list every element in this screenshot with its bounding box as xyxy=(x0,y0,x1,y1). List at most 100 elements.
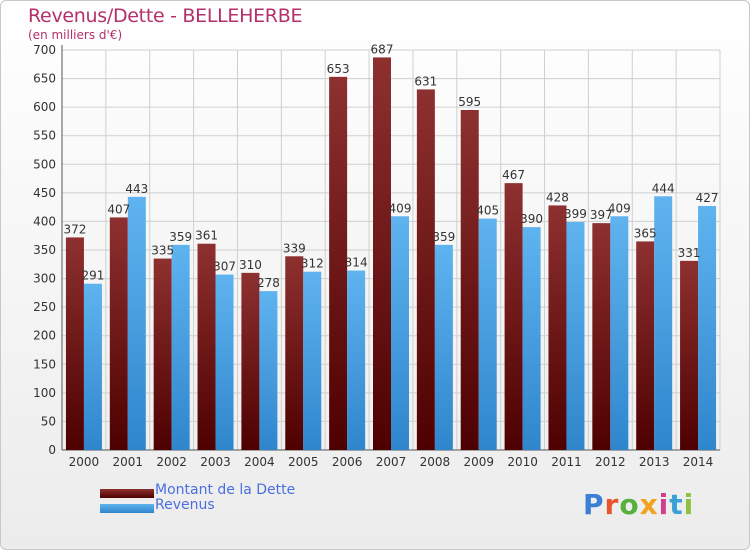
bar-debt xyxy=(329,76,348,450)
bar-revenue xyxy=(654,196,673,450)
data-label-revenue: 409 xyxy=(389,201,412,215)
bar-revenue xyxy=(127,196,146,450)
y-tick-label: 250 xyxy=(33,300,56,314)
bar-revenue xyxy=(478,218,497,450)
y-tick-label: 150 xyxy=(33,357,56,371)
bar-revenue xyxy=(83,283,102,450)
chart-title: Revenus/Dette - BELLEHERBE xyxy=(28,5,303,27)
y-tick-label: 400 xyxy=(33,214,56,228)
data-label-debt: 397 xyxy=(590,208,613,222)
y-tick-label: 650 xyxy=(33,72,56,86)
bar-debt xyxy=(636,241,655,450)
bar-revenue xyxy=(171,244,190,450)
logo-letter: o xyxy=(619,488,640,521)
data-label-revenue: 278 xyxy=(257,276,280,290)
x-tick-label: 2005 xyxy=(288,455,319,469)
bar-debt xyxy=(680,260,699,450)
x-tick-label: 2008 xyxy=(420,455,451,469)
bar-debt xyxy=(373,57,391,451)
x-tick-label: 2012 xyxy=(595,455,626,469)
data-label-debt: 365 xyxy=(634,226,657,240)
bar-revenue xyxy=(215,274,234,450)
data-label-revenue: 427 xyxy=(696,191,719,205)
data-label-debt: 631 xyxy=(414,74,437,88)
legend-swatch-revenue xyxy=(100,504,154,513)
data-label-revenue: 409 xyxy=(608,201,631,215)
data-label-debt: 339 xyxy=(283,241,306,255)
bar-revenue xyxy=(698,206,717,450)
x-tick-label: 2003 xyxy=(200,455,231,469)
x-tick-label: 2000 xyxy=(69,455,100,469)
bar-debt xyxy=(416,89,435,450)
data-label-debt: 407 xyxy=(107,202,130,216)
data-label-debt: 361 xyxy=(195,229,218,243)
y-tick-label: 100 xyxy=(33,386,56,400)
bar-revenue xyxy=(347,270,366,450)
bar-revenue xyxy=(610,216,629,450)
legend-label-revenue: Revenus xyxy=(155,497,215,513)
bar-debt xyxy=(285,256,304,450)
data-label-revenue: 405 xyxy=(476,204,499,218)
bar-debt xyxy=(548,205,567,450)
bar-debt xyxy=(65,237,84,450)
x-tick-label: 2014 xyxy=(683,455,714,469)
data-label-revenue: 307 xyxy=(213,260,236,274)
data-label-debt: 310 xyxy=(239,258,262,272)
data-label-revenue: 390 xyxy=(520,212,543,226)
bar-debt xyxy=(504,183,523,450)
bar-revenue xyxy=(434,244,453,450)
data-label-revenue: 399 xyxy=(564,207,587,221)
data-label-debt: 335 xyxy=(151,244,174,258)
y-tick-label: 550 xyxy=(33,129,56,143)
bar-revenue xyxy=(259,291,278,450)
x-tick-label: 2013 xyxy=(639,455,670,469)
data-label-revenue: 291 xyxy=(81,269,104,283)
y-tick-label: 350 xyxy=(33,243,56,257)
y-tick-label: 700 xyxy=(33,43,56,57)
logo-letter: i xyxy=(658,488,670,521)
bar-revenue xyxy=(303,271,322,450)
logo-letter: r xyxy=(604,488,620,521)
y-tick-label: 600 xyxy=(33,100,56,114)
data-label-revenue: 312 xyxy=(301,257,324,271)
logo-letter: x xyxy=(639,488,659,521)
data-label-debt: 467 xyxy=(502,168,525,182)
bar-revenue xyxy=(566,222,585,450)
bar-debt xyxy=(153,258,172,450)
logo-letter: t xyxy=(669,488,684,521)
chart-subtitle: (en milliers d'€) xyxy=(28,28,123,42)
x-tick-label: 2010 xyxy=(507,455,538,469)
data-label-revenue: 359 xyxy=(169,230,192,244)
y-tick-label: 300 xyxy=(33,272,56,286)
data-label-debt: 653 xyxy=(327,62,350,76)
x-tick-label: 2004 xyxy=(244,455,275,469)
bar-revenue xyxy=(522,227,541,450)
legend-label-debt: Montant de la Dette xyxy=(155,482,296,498)
data-label-debt: 331 xyxy=(678,246,701,260)
legend-swatch-debt xyxy=(100,489,154,498)
proxiti-logo: Proxiti xyxy=(583,488,694,521)
bar-revenue xyxy=(391,216,409,450)
data-label-revenue: 443 xyxy=(125,182,148,196)
logo-letter: i xyxy=(683,488,695,521)
y-tick-label: 0 xyxy=(48,443,56,457)
data-label-revenue: 359 xyxy=(432,230,455,244)
bar-debt xyxy=(241,272,260,450)
data-label-revenue: 314 xyxy=(345,256,368,270)
data-label-revenue: 444 xyxy=(652,181,675,195)
y-tick-label: 450 xyxy=(33,186,56,200)
x-tick-label: 2006 xyxy=(332,455,363,469)
data-label-debt: 428 xyxy=(546,190,569,204)
axes: 0 50 100 150 200 250 300 350 400 450 500 550 600 650 7… xyxy=(33,43,720,469)
data-label-debt: 595 xyxy=(458,95,481,109)
logo-letter: P xyxy=(583,488,605,521)
y-tick-label: 50 xyxy=(41,414,56,428)
bar-debt xyxy=(460,110,479,450)
bar-debt xyxy=(592,223,611,450)
x-tick-label: 2007 xyxy=(376,455,407,469)
data-label-debt: 687 xyxy=(371,42,394,56)
y-tick-label: 200 xyxy=(33,329,56,343)
bars xyxy=(65,57,717,451)
bar-debt xyxy=(197,243,216,450)
